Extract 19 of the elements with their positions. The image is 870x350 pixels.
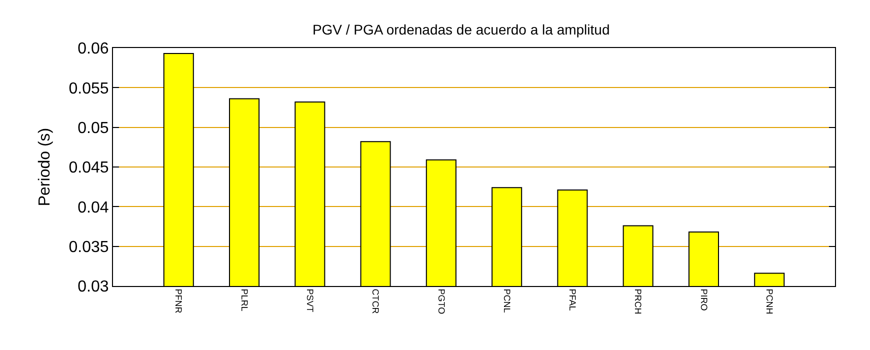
x-tick-label: PFNR [174, 288, 184, 314]
x-tick-label: CTCR [370, 288, 381, 314]
x-tick-label: PCNH [764, 288, 774, 314]
x-tick-label: PLRL [239, 288, 250, 312]
chart-title: PGV / PGA ordenadas de acuerdo a la amplitud [312, 21, 610, 38]
x-tick-label: PGTO [436, 288, 446, 314]
y-tick-label: 0.035 [68, 238, 109, 256]
y-tick-label: 0.055 [68, 80, 109, 98]
x-tick-label: PFAL [568, 288, 578, 311]
x-tick-label: PIRO [698, 288, 709, 311]
x-tick-label: PRCH [633, 288, 644, 314]
y-tick-label: 0.045 [68, 160, 109, 177]
y-tick-label: 0.06 [78, 40, 109, 58]
y-axis-title: Periodo (s) [36, 128, 54, 206]
y-tick-label: 0.05 [78, 120, 109, 137]
x-tick-label: PCNL [502, 288, 512, 313]
y-tick-label: 0.03 [78, 278, 109, 296]
y-tick-label: 0.04 [78, 199, 109, 216]
x-tick-label: PSVT [304, 288, 315, 313]
